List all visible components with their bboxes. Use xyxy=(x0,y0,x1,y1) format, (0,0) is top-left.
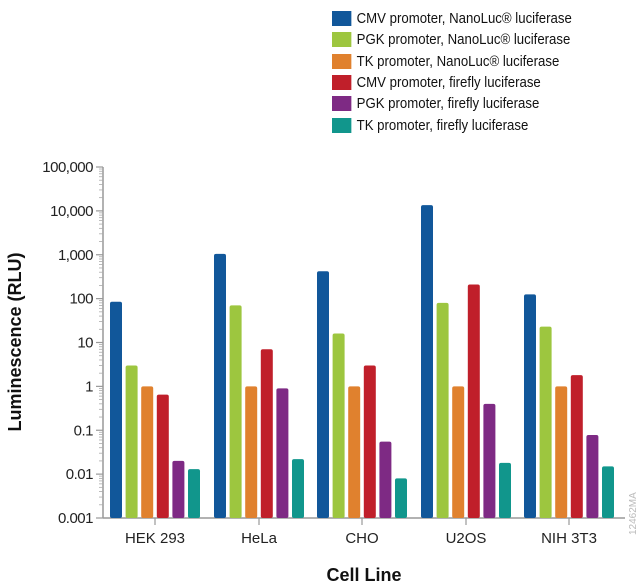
legend-item: TK promoter, firefly luciferase xyxy=(332,114,572,135)
y-tick-label: 1,000 xyxy=(58,247,93,264)
figure-code-annotation: 12462MA xyxy=(628,492,639,535)
bar-u2os-series-4 xyxy=(483,403,496,518)
legend-swatch xyxy=(332,96,352,112)
legend-item: CMV promoter, firefly luciferase xyxy=(332,72,572,93)
bar-cho-series-4 xyxy=(379,441,392,518)
y-tick-label: 0.1 xyxy=(74,422,94,439)
bar-cho-series-1 xyxy=(332,333,345,518)
y-tick-label: 1 xyxy=(85,378,93,395)
legend-item: TK promoter, NanoLuc® luciferase xyxy=(332,51,572,72)
legend: CMV promoter, NanoLuc® luciferase PGK pro… xyxy=(332,8,605,136)
bar-hek-293-series-5 xyxy=(188,469,200,518)
bar-u2os-series-2 xyxy=(452,386,465,518)
bar-nih-3t3-series-2 xyxy=(555,386,568,518)
legend-label: TK promoter, firefly luciferase xyxy=(356,116,529,134)
legend-label: CMV promoter, NanoLuc® luciferase xyxy=(356,10,572,28)
bar-hek-293-series-3 xyxy=(156,394,169,518)
bar-u2os-series-3 xyxy=(467,284,480,518)
legend-item: CMV promoter, NanoLuc® luciferase xyxy=(332,8,572,29)
bar-cho-series-2 xyxy=(348,386,361,518)
bar-hek-293-series-1 xyxy=(125,365,138,518)
legend-swatch xyxy=(332,117,352,133)
x-tick-label: HEK 293 xyxy=(125,530,185,547)
bar-cho-series-3 xyxy=(363,365,376,518)
bar-u2os-series-0 xyxy=(421,205,433,518)
bar-hela-series-5 xyxy=(292,459,304,518)
legend-label: TK promoter, NanoLuc® luciferase xyxy=(356,52,560,70)
x-tick-label: U2OS xyxy=(446,530,487,547)
x-tick-label: HeLa xyxy=(241,530,278,547)
bar-nih-3t3-series-5 xyxy=(602,466,614,518)
x-axis-title: Cell Line xyxy=(326,565,401,585)
legend-swatch xyxy=(332,32,352,48)
legend-label: PGK promoter, firefly luciferase xyxy=(356,95,540,113)
bar-hela-series-2 xyxy=(245,386,258,518)
y-tick-label: 100,000 xyxy=(42,159,93,176)
bar-hela-series-1 xyxy=(229,305,242,518)
x-tick-label: NIH 3T3 xyxy=(541,530,597,547)
bar-cho-series-0 xyxy=(317,271,329,518)
legend-item: PGK promoter, NanoLuc® luciferase xyxy=(332,29,572,50)
legend-swatch xyxy=(332,53,352,69)
bar-hek-293-series-2 xyxy=(141,386,154,518)
bar-hek-293-series-4 xyxy=(172,460,185,518)
bar-u2os-series-1 xyxy=(436,302,449,518)
y-tick-label: 0.001 xyxy=(58,510,93,527)
legend-label: CMV promoter, firefly luciferase xyxy=(356,74,541,92)
y-axis-title: Luminescence (RLU) xyxy=(5,252,25,431)
bar-hela-series-4 xyxy=(276,388,289,518)
bar-nih-3t3-series-1 xyxy=(539,326,552,518)
legend-swatch xyxy=(332,75,352,91)
y-tick-label: 0.01 xyxy=(66,466,93,483)
bar-hela-series-0 xyxy=(214,253,226,518)
y-tick-label: 100 xyxy=(69,291,93,308)
bar-nih-3t3-series-4 xyxy=(586,434,599,518)
bar-nih-3t3-series-3 xyxy=(570,375,583,518)
bar-hela-series-3 xyxy=(260,349,273,518)
legend-label: PGK promoter, NanoLuc® luciferase xyxy=(356,31,571,49)
bar-u2os-series-5 xyxy=(499,462,511,518)
bar-hek-293-series-0 xyxy=(110,301,122,518)
legend-swatch xyxy=(332,11,352,27)
bar-nih-3t3-series-0 xyxy=(524,294,536,518)
bar-cho-series-5 xyxy=(395,478,407,518)
y-tick-label: 10,000 xyxy=(50,203,93,220)
legend-item: PGK promoter, firefly luciferase xyxy=(332,93,572,114)
x-tick-label: CHO xyxy=(345,530,378,547)
y-tick-label: 10 xyxy=(77,335,93,352)
